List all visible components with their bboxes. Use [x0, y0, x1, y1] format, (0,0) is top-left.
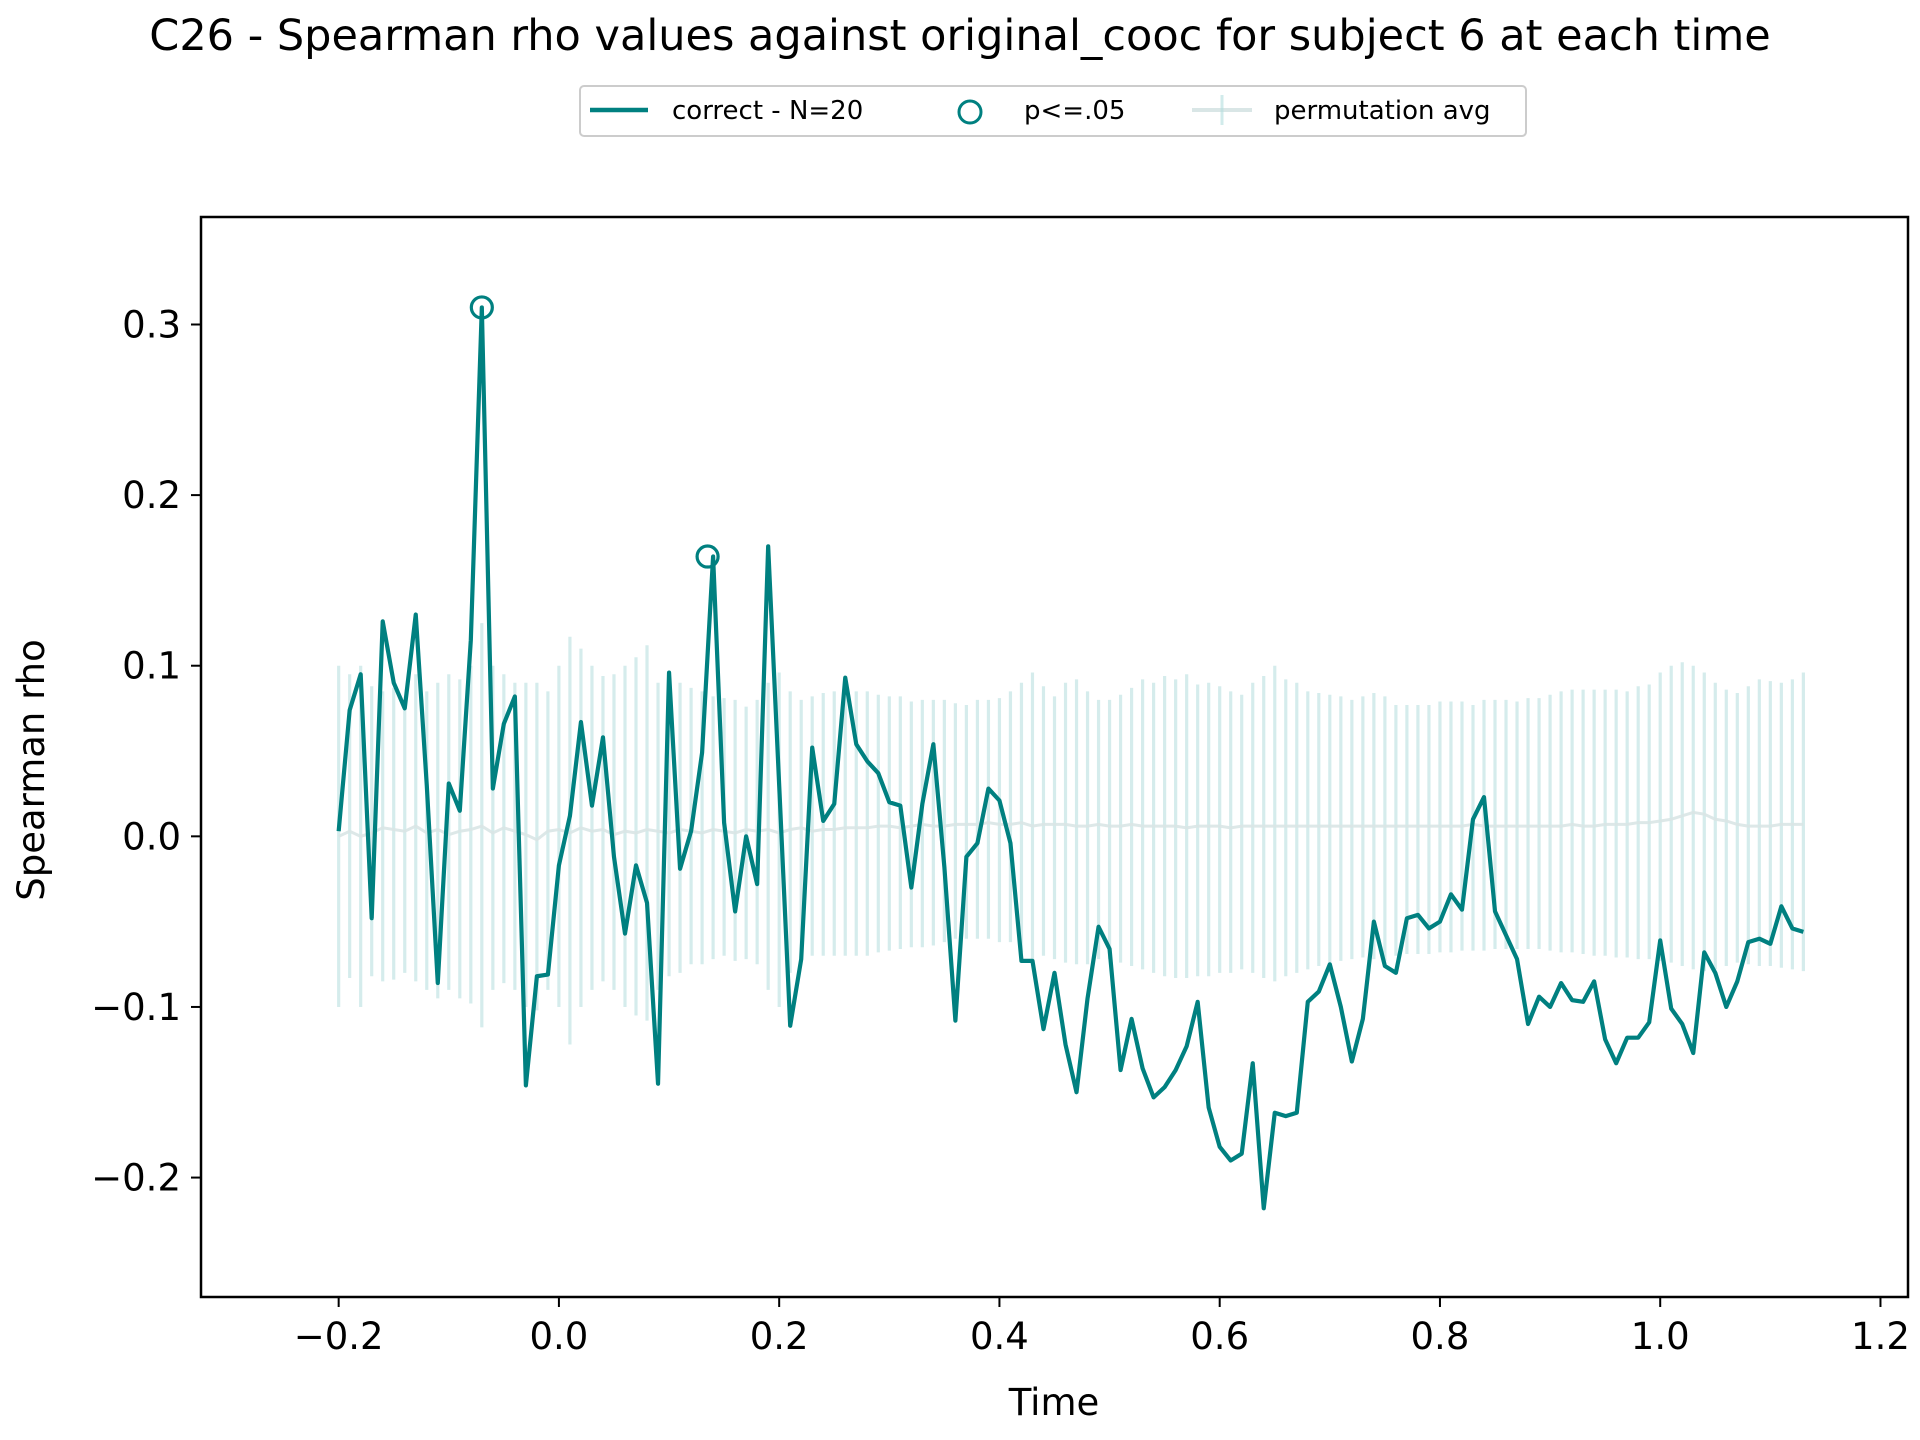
- x-axis-ticks: −0.2 0.0 0.2 0.4 0.6 0.8 1.0 1.2: [294, 1297, 1910, 1358]
- significance-markers: [469, 295, 720, 569]
- y-tick-label: 0.2: [122, 474, 181, 517]
- x-tick-label: 0.0: [529, 1315, 588, 1358]
- y-tick-label: −0.2: [91, 1157, 181, 1200]
- series-lines: [336, 305, 1804, 1211]
- y-tick-label: 0.3: [122, 303, 181, 346]
- y-tick-label: −0.1: [91, 986, 181, 1029]
- permutation-mean-line: [338, 810, 1804, 842]
- permutation-errorbars: [337, 623, 1805, 1045]
- significance-marker: [695, 544, 720, 569]
- x-tick-label: 0.2: [750, 1315, 809, 1358]
- permutation-mean-path: [338, 810, 1804, 842]
- legend-entry-permutation: permutation avg: [1274, 96, 1491, 126]
- y-axis-label: Spearman rho: [10, 639, 53, 901]
- x-tick-label: 1.0: [1631, 1315, 1690, 1358]
- y-tick-label: 0.0: [122, 815, 181, 858]
- legend-box: [579, 85, 1527, 137]
- legend-entry-significance: p<=.05: [1024, 96, 1125, 126]
- x-tick-label: 0.4: [970, 1315, 1029, 1358]
- legend: correct - N=20 p<=.05 permutation avg: [579, 85, 1527, 137]
- legend-entry-correct: correct - N=20: [672, 96, 863, 126]
- x-tick-label: 1.2: [1851, 1315, 1910, 1358]
- x-axis-label: Time: [1008, 1381, 1100, 1424]
- x-tick-label: 0.8: [1411, 1315, 1470, 1358]
- series-line-correct: [336, 305, 1804, 1211]
- x-tick-label: 0.6: [1190, 1315, 1249, 1358]
- y-axis-ticks: −0.2 −0.1 0.0 0.1 0.2 0.3: [91, 303, 201, 1200]
- chart-title: C26 - Spearman rho values against origin…: [149, 11, 1770, 61]
- y-tick-label: 0.1: [122, 645, 181, 688]
- x-tick-label: −0.2: [294, 1315, 384, 1358]
- plot-frame: [199, 215, 1910, 1299]
- significance-marker: [469, 295, 494, 320]
- legend-circle-swatch: [957, 99, 983, 125]
